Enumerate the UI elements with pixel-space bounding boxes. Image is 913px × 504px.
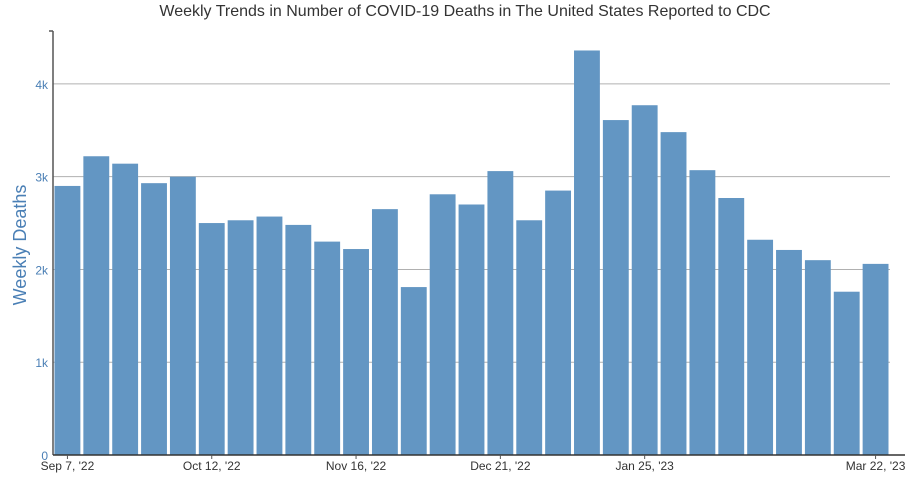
bar [169,176,196,455]
bars [54,50,889,456]
bar [660,132,687,456]
bar [631,105,658,455]
x-tick-label: Sep 7, '22 [41,459,95,473]
bar [545,190,572,455]
bar [314,241,341,455]
bar [718,198,745,455]
bar [776,249,802,455]
y-axis-label: Weekly Deaths [10,185,30,306]
bar [54,185,81,455]
bar [83,156,110,455]
bar [833,291,860,455]
bar [862,263,889,455]
x-tick-label: Mar 22, '23 [846,459,906,473]
bar [429,194,456,456]
y-tick-label: 1k [35,356,49,370]
bar [487,171,514,455]
bar [458,204,485,455]
x-tick-label: Dec 21, '22 [470,459,531,473]
bar [516,220,543,455]
x-tick-label: Jan 25, '23 [616,459,675,473]
bar [141,183,167,456]
bar [804,260,831,455]
bar [112,163,139,456]
bar [747,239,774,455]
x-tick-label: Nov 16, '22 [326,459,387,473]
x-tick-label: Oct 12, '22 [183,459,241,473]
bar [343,249,369,455]
bar [602,120,629,455]
bar [689,170,716,455]
y-tick-label: 4k [35,78,49,92]
bar [256,216,283,455]
bar [285,224,312,455]
bar [574,50,600,456]
axes: 0 1k 2k 3k 4k Sep 7, '22 Oct 12, '22 Nov 16, '2… [35,30,906,473]
bar [227,220,254,455]
y-tick-label: 0 [41,449,48,463]
bar [371,209,398,455]
y-tick-label: 2k [35,263,49,277]
chart-title: Weekly Trends in Number of COVID-19 Deat… [159,3,770,20]
bar [400,287,427,455]
y-tick-label: 3k [35,171,49,185]
bar [198,223,225,455]
